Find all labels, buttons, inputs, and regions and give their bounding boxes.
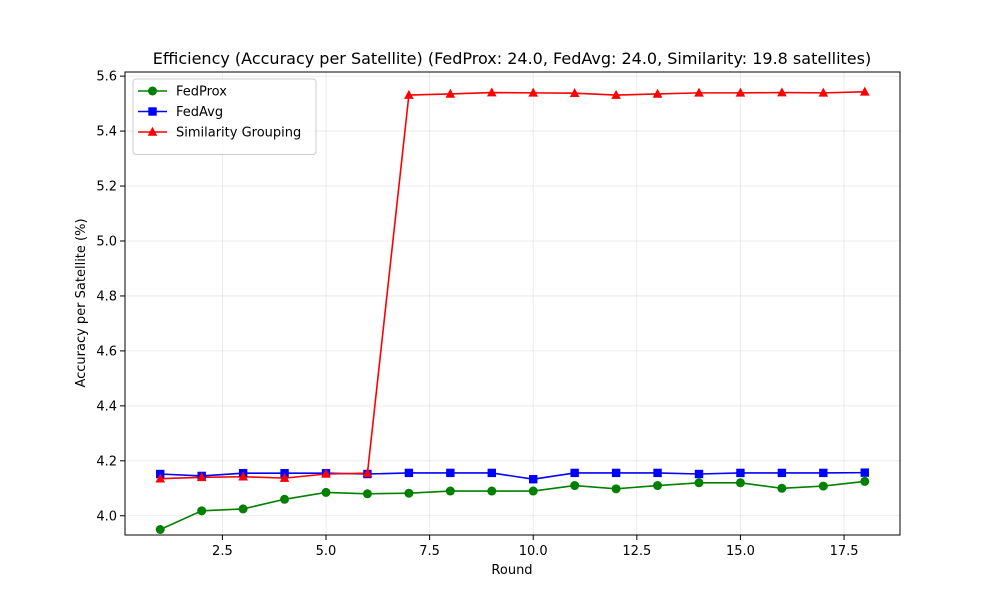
legend-label-fedprox: FedProx (176, 85, 227, 100)
fedprox-point (321, 487, 331, 497)
x-tick-label: 5.0 (316, 544, 337, 559)
fedprox-line (159, 480, 865, 531)
similarity-grouping-line (160, 90, 865, 480)
fedprox-point (694, 478, 704, 488)
y-tick-label: 4.8 (96, 289, 117, 304)
legend-box (132, 78, 317, 155)
y-tick-label: 4.6 (96, 344, 117, 359)
similarity-grouping-point (321, 468, 331, 478)
fedavg-point (736, 468, 745, 478)
fedavg-line (160, 471, 865, 481)
y-tick-label: 5.6 (96, 70, 117, 85)
similarity-grouping-point (735, 87, 746, 97)
similarity-grouping-point (238, 471, 248, 481)
x-tick-label: 7.5 (419, 544, 440, 559)
fedprox-point (570, 481, 580, 491)
fedprox-point (653, 481, 663, 491)
legend-swatch-marker (148, 86, 157, 96)
similarity-grouping-point (362, 467, 373, 477)
similarity-grouping-point (818, 87, 829, 97)
fedprox-point (528, 486, 538, 496)
y-tick-label: 4.2 (96, 454, 117, 469)
similarity-grouping-point (611, 89, 621, 99)
similarity-grouping-point (528, 87, 539, 97)
legend-label-similarity-grouping: Similarity Grouping (176, 126, 301, 141)
similarity-grouping-point (859, 86, 870, 96)
similarity-grouping-point (196, 472, 207, 482)
fedavg-point (446, 468, 455, 478)
x-tick-label: 10.0 (519, 544, 548, 559)
y-tick-label: 5.0 (96, 234, 117, 249)
fedavg-point (529, 475, 538, 484)
y-axis: 4.0 4.2 4.4 4.6 4.8 5.0 5.2 5.4 5.6 (96, 70, 125, 524)
fedprox-point (860, 476, 870, 486)
legend: FedProx FedAvg Similarity Grouping (132, 78, 317, 155)
similarity-grouping-point (652, 88, 663, 98)
y-axis-title: Accuracy per Satellite (%) (74, 218, 89, 387)
plot-frame (124, 71, 901, 536)
similarity-grouping-point (486, 87, 497, 97)
fedavg-point (404, 468, 414, 478)
fedprox-point (362, 489, 372, 499)
fedprox-point (487, 486, 497, 496)
similarity-grouping-point (777, 87, 787, 97)
x-axis-title: Round (491, 563, 532, 578)
fedprox-point (155, 525, 165, 535)
fedprox-point (445, 486, 455, 496)
x-tick-label: 12.5 (622, 544, 651, 559)
fedprox-point (197, 506, 207, 516)
y-tick-label: 4.4 (96, 399, 117, 414)
fedprox-point (611, 484, 621, 494)
fedavg-point (819, 468, 828, 478)
fedprox-point (280, 494, 290, 504)
y-tick-label: 5.4 (96, 125, 117, 140)
fedavg-point (487, 468, 496, 478)
similarity-grouping-point (404, 89, 414, 99)
similarity-grouping-point (694, 87, 704, 97)
fedavg-point (777, 468, 787, 478)
similarity-grouping-point (445, 88, 456, 98)
fedavg-point (694, 469, 704, 479)
x-axis: 2.5 5.0 7.5 10.0 12.5 15.0 17.5 (212, 535, 859, 559)
x-tick-label: 2.5 (212, 544, 233, 559)
legend-label-fedavg: FedAvg (176, 105, 223, 120)
fedprox-point (818, 481, 828, 491)
series-markers (155, 86, 870, 535)
similarity-grouping-point (155, 473, 166, 483)
fedprox-point (404, 488, 414, 498)
grid-lines (125, 72, 900, 535)
fedavg-point (860, 468, 869, 477)
x-tick-label: 17.5 (830, 544, 859, 559)
legend-swatch-marker (147, 126, 158, 136)
fedprox-point (777, 483, 787, 493)
y-tick-label: 5.2 (96, 180, 117, 195)
series-lines (159, 90, 865, 531)
x-tick-label: 15.0 (726, 544, 755, 559)
y-tick-label: 4.0 (96, 509, 117, 524)
fedavg-point (570, 468, 579, 478)
chart-title: Efficiency (Accuracy per Satellite) (Fed… (153, 49, 871, 68)
legend-swatch-marker (148, 107, 157, 116)
fedprox-point (735, 478, 745, 488)
similarity-grouping-point (279, 472, 290, 482)
fedavg-point (611, 468, 621, 478)
similarity-grouping-point (569, 87, 580, 97)
fedavg-point (653, 468, 662, 478)
fedprox-point (238, 504, 248, 514)
